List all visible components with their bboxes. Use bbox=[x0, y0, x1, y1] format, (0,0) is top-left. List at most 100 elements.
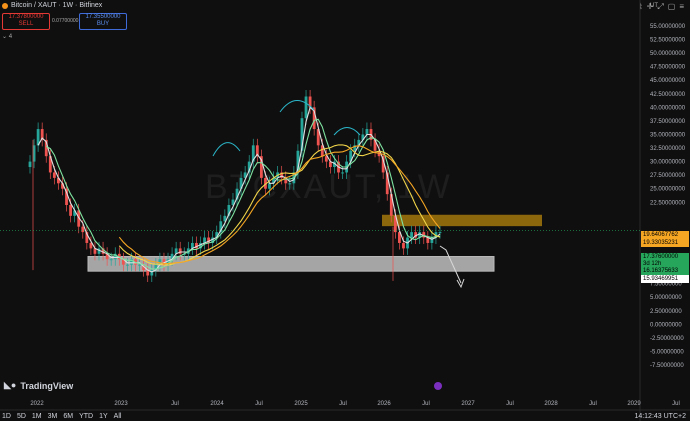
spread-value: 0.07700000 bbox=[52, 18, 79, 24]
price-badge: 19.64067762 bbox=[641, 231, 689, 239]
buy-label: BUY bbox=[96, 21, 110, 27]
candle-body bbox=[247, 161, 251, 173]
price-badge: 3d 12h bbox=[641, 260, 689, 268]
time-axis-label: 2029 bbox=[627, 401, 641, 407]
candle-body bbox=[48, 156, 52, 173]
price-axis-label: -2.50000000 bbox=[650, 336, 684, 342]
unit-selector[interactable]: UT bbox=[650, 3, 658, 9]
candle-body bbox=[162, 259, 166, 265]
candle-body bbox=[93, 248, 97, 254]
fullscreen-icon[interactable]: ⤢ bbox=[657, 2, 664, 11]
camera-icon[interactable]: ▢ bbox=[667, 2, 676, 11]
candle-body bbox=[73, 210, 77, 216]
timeframe-all[interactable]: All bbox=[113, 413, 122, 420]
candle-body bbox=[272, 177, 275, 184]
candle-body bbox=[130, 259, 133, 265]
candle-body bbox=[304, 96, 308, 119]
candle-body bbox=[280, 172, 284, 178]
candle-body bbox=[219, 221, 223, 233]
candle-body bbox=[365, 129, 369, 135]
price-axis-label: 30.00000000 bbox=[650, 160, 686, 166]
candle-body bbox=[28, 161, 32, 168]
symbol-title[interactable]: Bitcoin / XAUT · 1W · Bitfinex bbox=[2, 2, 102, 9]
price-axis-label: 32.50000000 bbox=[650, 146, 686, 152]
candle-body bbox=[296, 150, 300, 173]
candle-body bbox=[264, 177, 267, 189]
price-axis-label: 27.50000000 bbox=[650, 173, 686, 179]
price-axis-label: 42.50000000 bbox=[650, 92, 686, 98]
buy-button[interactable]: 17.35500000 BUY bbox=[79, 13, 127, 30]
candle-body bbox=[268, 183, 271, 189]
candle-body bbox=[255, 145, 259, 157]
support-zone bbox=[87, 256, 495, 272]
candle-body bbox=[174, 248, 178, 254]
price-axis-label: 55.00000000 bbox=[650, 24, 686, 30]
timeframe-6m[interactable]: 6M bbox=[63, 413, 74, 420]
time-axis-label: 2027 bbox=[461, 401, 475, 407]
candle-body bbox=[77, 210, 81, 227]
price-axis-label: 7.50000000 bbox=[650, 282, 682, 288]
crosshair-icon[interactable]: ✛ bbox=[646, 2, 654, 11]
candle-body bbox=[402, 242, 405, 249]
sell-button[interactable]: 17.37800000 SELL bbox=[2, 13, 50, 30]
price-axis-label: 25.00000000 bbox=[650, 187, 686, 193]
timeframe-1y[interactable]: 1Y bbox=[99, 413, 108, 420]
menu-icon[interactable]: ≡ bbox=[679, 2, 684, 11]
head-arc bbox=[279, 100, 315, 113]
candle-body bbox=[211, 237, 215, 243]
price-axis-label: 40.00000000 bbox=[650, 105, 686, 111]
resistance-zone bbox=[382, 214, 542, 227]
candle-body bbox=[178, 248, 182, 254]
candle-body bbox=[69, 204, 72, 216]
candle-body bbox=[284, 177, 288, 184]
bitcoin-icon bbox=[2, 2, 8, 9]
candle-body bbox=[381, 156, 385, 173]
time-axis-label: Jul bbox=[589, 401, 597, 407]
candle-body bbox=[81, 226, 85, 233]
candle-body bbox=[357, 139, 361, 146]
timeframe-bar: 1D 5D 1M 3M 6M YTD 1Y All bbox=[2, 413, 121, 420]
candle-body bbox=[418, 232, 422, 238]
candle-body bbox=[288, 183, 292, 185]
chevron-down-icon: ⌄ bbox=[2, 34, 8, 40]
candle-body bbox=[166, 259, 170, 265]
candle-body bbox=[373, 139, 377, 151]
candle-body bbox=[324, 156, 328, 162]
price-axis-label: 0.00000000 bbox=[650, 322, 682, 328]
candle-body bbox=[146, 270, 150, 276]
candle-body bbox=[300, 118, 304, 151]
candle-body bbox=[341, 172, 344, 174]
price-badge: 15.93469951 bbox=[641, 275, 689, 283]
candle-body bbox=[61, 183, 64, 189]
timeframe-ytd[interactable]: YTD bbox=[79, 413, 94, 420]
left-shoulder-arc bbox=[212, 142, 241, 157]
time-axis-label: Jul bbox=[171, 401, 179, 407]
clock: 14:12:43 UTC+2 bbox=[634, 413, 686, 420]
candle-body bbox=[434, 232, 438, 238]
timeframe-1d[interactable]: 1D bbox=[2, 413, 11, 420]
candle-body bbox=[349, 150, 353, 162]
timeframe-3m[interactable]: 3M bbox=[47, 413, 58, 420]
ma-yellow-line bbox=[118, 144, 441, 266]
candle-body bbox=[190, 242, 194, 249]
candle-body bbox=[138, 264, 142, 266]
timeframe-5d[interactable]: 5D bbox=[16, 413, 26, 420]
tradingview-icon: ◣● bbox=[4, 380, 17, 390]
candle-body bbox=[52, 172, 56, 178]
price-badge: 19.33035231 bbox=[641, 239, 689, 247]
ma-white-line bbox=[37, 106, 441, 273]
candle-body bbox=[430, 237, 434, 243]
price-axis-label: 35.00000000 bbox=[650, 132, 686, 138]
indicators-toggle[interactable]: ⌄ 4 bbox=[2, 33, 12, 40]
indicator-count: 4 bbox=[8, 34, 13, 40]
sell-label: SELL bbox=[18, 21, 34, 27]
candle-body bbox=[154, 264, 158, 271]
candle-body bbox=[40, 129, 44, 140]
candle-body bbox=[243, 172, 247, 178]
timeframe-1m[interactable]: 1M bbox=[31, 413, 42, 420]
candle-body bbox=[426, 237, 430, 243]
candle-body bbox=[393, 215, 397, 233]
candle-body bbox=[251, 145, 255, 162]
alert-icon[interactable]: ⌇ bbox=[638, 2, 643, 11]
